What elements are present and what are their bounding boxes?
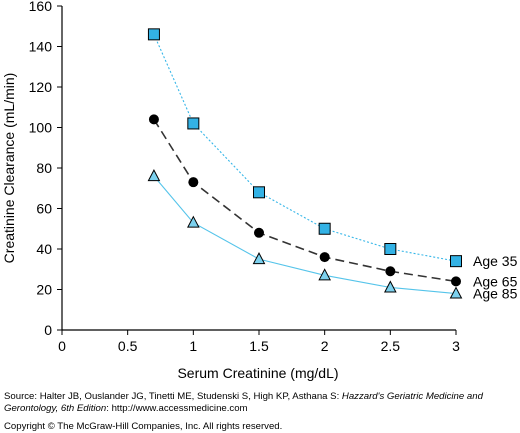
axes: 0 20 40 60 80 100 120 140 160 0 0.5 1 1.5 2 2.5 3 (29, 0, 460, 354)
y-tick-label: 60 (36, 201, 52, 217)
creatinine-clearance-chart: 0 20 40 60 80 100 120 140 160 0 0.5 1 1.5 2 2.5 3 Age 3… (1, 0, 518, 381)
y-tick-label: 40 (36, 241, 52, 257)
series-line (153, 175, 457, 295)
source-prefix: Source: Halter JB, Ouslander JG, Tinetti… (4, 391, 342, 402)
data-point-triangle (449, 286, 463, 299)
series-3: Age 85 (147, 169, 518, 302)
x-tick-label: 3 (452, 338, 460, 354)
source-citation: Source: Halter JB, Ouslander JG, Tinetti… (4, 391, 516, 415)
y-tick-label: 160 (29, 0, 53, 14)
data-point-circle (385, 266, 396, 277)
data-point-circle (148, 114, 159, 125)
data-point-circle (451, 276, 461, 287)
x-tick-label: 2.5 (381, 338, 401, 354)
data-point-triangle (187, 215, 200, 228)
data-point-square (187, 117, 200, 130)
source-suffix: : http://www.accessmedicine.com (106, 403, 248, 414)
source-book-title: Hazzard's Geriatric Medicine and Geronto… (4, 391, 483, 414)
data-point-triangle (147, 169, 161, 182)
x-tick-label: 1 (189, 338, 197, 354)
data-point-square (318, 222, 331, 235)
data-point-circle (319, 252, 330, 263)
data-point-triangle (252, 252, 266, 265)
y-tick-label: 0 (44, 322, 52, 338)
x-tick-label: 2 (321, 338, 329, 354)
x-tick-label: 0.5 (118, 338, 138, 354)
y-axis-title: Creatinine Clearance (mL/min) (1, 73, 17, 264)
data-point-triangle (318, 268, 331, 281)
copyright-notice: Copyright © The McGraw-Hill Companies, I… (4, 421, 283, 432)
series-end-label: Age 35 (473, 253, 518, 269)
y-tick-label: 80 (36, 160, 52, 176)
series-1: Age 35 (147, 28, 518, 269)
data-point-square (147, 28, 160, 41)
x-axis-title: Serum Creatinine (mg/dL) (177, 365, 338, 381)
data-point-circle (254, 227, 264, 238)
y-tick-label: 140 (29, 39, 53, 55)
data-point-triangle (384, 280, 397, 293)
series-end-label: Age 85 (473, 286, 518, 302)
series-end-label: Age 65 (473, 273, 518, 289)
x-tick-label: 0 (58, 338, 66, 354)
data-point-square (384, 243, 397, 255)
series-line (153, 118, 457, 283)
y-tick-label: 120 (29, 79, 53, 95)
data-point-square (450, 255, 462, 268)
y-tick-label: 100 (29, 120, 53, 136)
data-point-square (253, 186, 265, 199)
x-tick-label: 1.5 (249, 338, 269, 354)
data-point-circle (188, 177, 199, 188)
series-line (153, 34, 457, 262)
y-tick-label: 20 (36, 282, 52, 298)
series-2: Age 65 (148, 114, 518, 289)
source-footer: Source: Halter JB, Ouslander JG, Tinetti… (4, 391, 516, 432)
